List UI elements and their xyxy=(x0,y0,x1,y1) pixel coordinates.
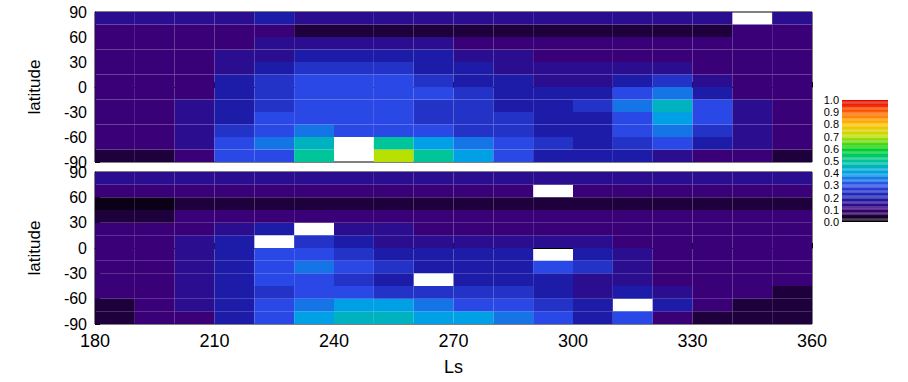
svg-text:300: 300 xyxy=(558,331,588,351)
svg-text:0.0: 0.0 xyxy=(824,216,839,228)
svg-text:0.5: 0.5 xyxy=(824,155,839,167)
svg-text:0.8: 0.8 xyxy=(824,118,839,130)
svg-text:0.4: 0.4 xyxy=(824,167,839,179)
svg-text:30: 30 xyxy=(69,214,87,231)
svg-text:90: 90 xyxy=(69,4,87,21)
svg-text:0.1: 0.1 xyxy=(824,204,839,216)
svg-text:-30: -30 xyxy=(64,265,87,282)
svg-text:0: 0 xyxy=(78,79,87,96)
svg-text:-30: -30 xyxy=(64,104,87,121)
svg-text:360: 360 xyxy=(797,331,827,351)
svg-text:90: 90 xyxy=(69,164,87,181)
svg-text:60: 60 xyxy=(69,189,87,206)
svg-text:Ls: Ls xyxy=(444,357,463,377)
svg-text:latitude: latitude xyxy=(25,221,44,276)
svg-text:-90: -90 xyxy=(64,316,87,333)
svg-text:270: 270 xyxy=(438,331,468,351)
svg-text:180: 180 xyxy=(80,331,110,351)
svg-text:330: 330 xyxy=(677,331,707,351)
svg-text:-90: -90 xyxy=(63,153,87,171)
svg-text:0.7: 0.7 xyxy=(824,131,839,143)
svg-text:0.6: 0.6 xyxy=(824,143,839,155)
svg-text:-60: -60 xyxy=(64,290,87,307)
svg-text:0: 0 xyxy=(78,240,87,257)
svg-text:0.3: 0.3 xyxy=(824,179,839,191)
svg-text:-60: -60 xyxy=(64,129,87,146)
svg-text:latitude: latitude xyxy=(25,60,44,115)
svg-text:0.9: 0.9 xyxy=(824,106,839,118)
svg-text:1.0: 1.0 xyxy=(824,94,839,106)
svg-text:60: 60 xyxy=(69,29,87,46)
svg-text:240: 240 xyxy=(319,331,349,351)
svg-text:210: 210 xyxy=(199,331,229,351)
svg-text:30: 30 xyxy=(69,54,87,71)
svg-text:0.2: 0.2 xyxy=(824,192,839,204)
